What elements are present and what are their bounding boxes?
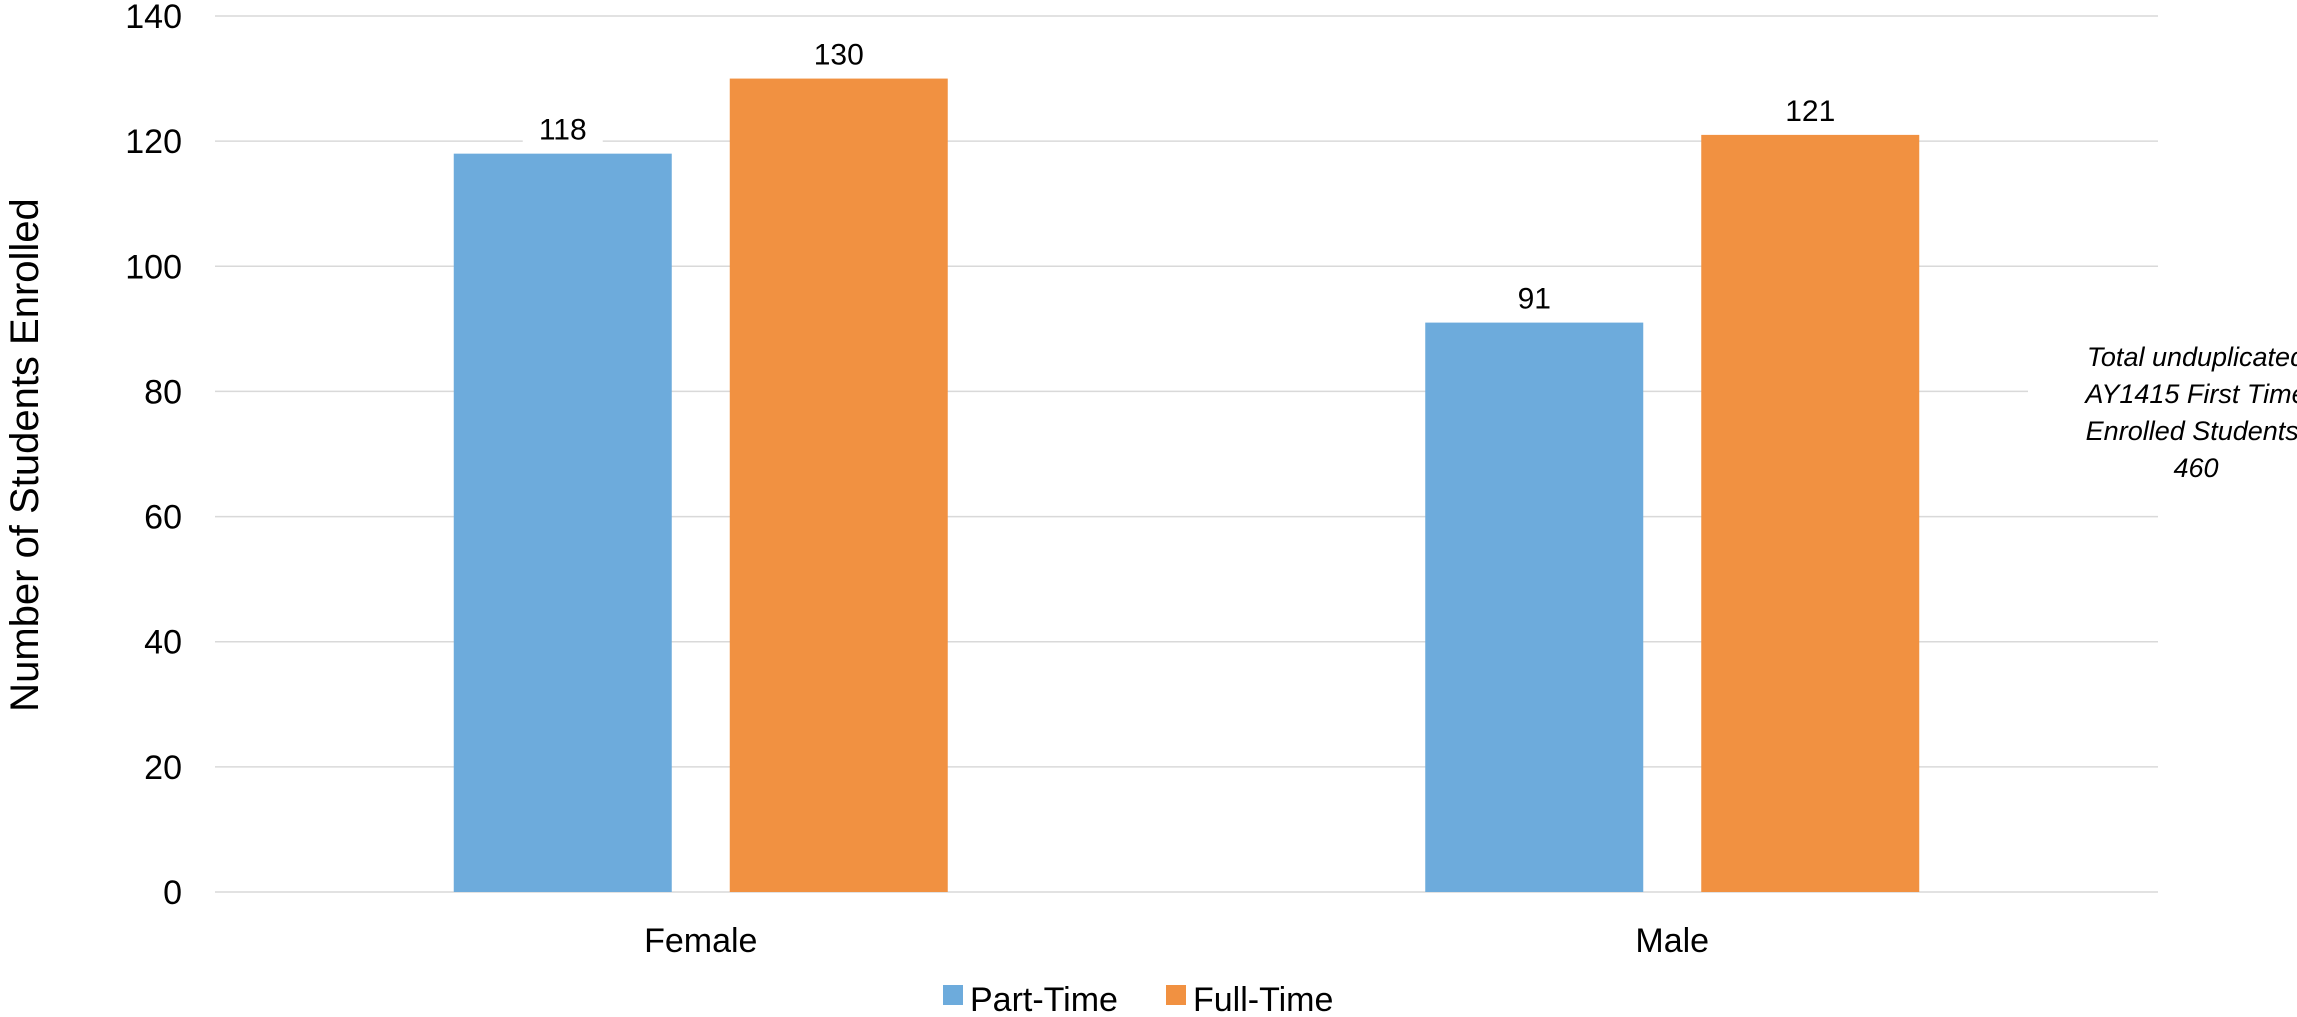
y-tick-label-20: 20 [144,749,182,787]
y-tick-label-0: 0 [163,874,182,912]
total-annotation: Total unduplicated AY1415 First Time Enr… [2028,332,2297,483]
data-label-male-part-time: 91 [1518,283,1551,316]
y-axis-ticks: 0 20 40 60 80 100 120 140 [125,0,182,912]
bars [453,78,1920,893]
y-tick-label-60: 60 [144,499,182,537]
annotation-line-3: Enrolled Students: [2086,416,2297,446]
data-labels: 118 130 91 121 [522,36,1851,319]
data-label-female-part-time: 118 [539,114,587,147]
data-label-background-female-part-time [522,111,603,150]
legend-swatch-full-time [1166,985,1186,1005]
bar-female-part-time [453,153,672,892]
data-label-background-female-full-time [798,36,879,75]
annotation-line-1: Total unduplicated [2087,342,2297,372]
legend: Part-Time Full-Time [943,981,1333,1017]
y-tick-label-140: 140 [125,0,182,36]
bar-female-full-time [729,78,948,893]
data-label-female-full-time: 130 [814,39,864,72]
annotation-line-4: 460 [2173,453,2218,483]
data-label-background-male-full-time [1770,92,1851,131]
legend-label-part-time: Part-Time [970,981,1118,1017]
legend-swatch-part-time [943,985,963,1005]
y-axis-title: Number of Students Enrolled [3,198,47,712]
x-category-label-male: Male [1635,922,1709,960]
y-tick-label-80: 80 [144,373,182,411]
annotation-line-2: AY1415 First Time [2083,379,2297,409]
y-tick-label-120: 120 [125,123,182,161]
legend-label-full-time: Full-Time [1193,981,1333,1017]
y-tick-label-40: 40 [144,624,182,662]
x-category-label-female: Female [644,922,757,960]
annotation-background [2028,332,2297,482]
x-axis-categories: Female Male [644,922,1709,960]
data-label-male-full-time: 121 [1785,95,1835,128]
data-label-background-male-part-time [1494,280,1575,319]
bar-male-part-time [1425,322,1644,893]
y-tick-label-100: 100 [125,248,182,286]
bar-male-full-time [1701,134,1920,892]
